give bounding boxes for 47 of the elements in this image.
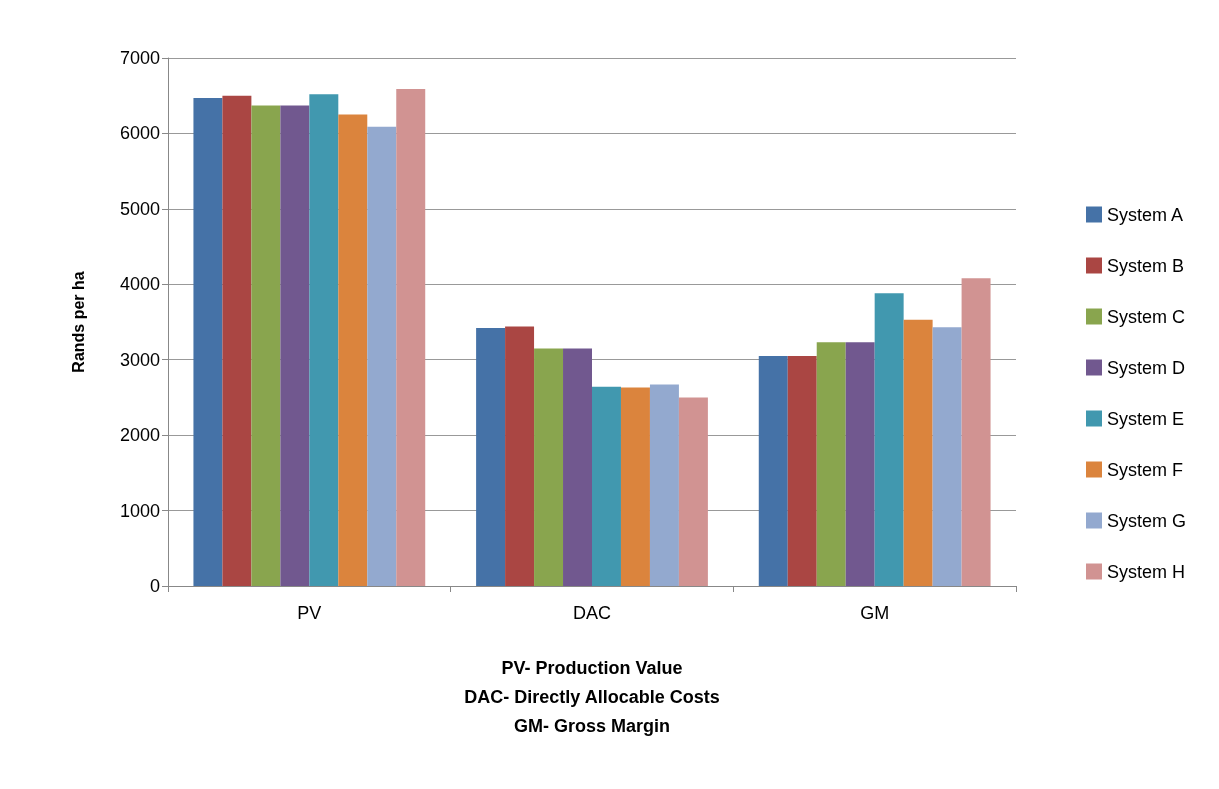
bar [193,97,223,586]
bar [787,355,817,586]
bar [649,384,679,586]
bar [961,278,991,586]
bar [932,327,962,586]
legend-label: System A [1106,204,1184,225]
bar [505,326,535,586]
bar [563,348,592,586]
bar [874,293,904,586]
legend-label: System C [1106,306,1185,327]
bar [845,342,875,586]
x-tick-label: DAC [572,603,612,623]
bar [280,105,310,586]
x-tick-label: PV [297,603,322,623]
legend-label: System E [1106,408,1185,429]
text: DAC- Directly Allocable Costs [464,687,720,707]
y-tick-label: 2000 [119,425,160,446]
y-tick-label: 7000 [119,48,160,68]
legend-label: System F [1106,459,1183,480]
text: GM- Gross Margin [513,716,671,736]
x-tick-label: GM [860,603,890,623]
y-tick-label: 5000 [119,198,160,219]
legend-label: System H [1106,561,1185,582]
bar [476,328,506,586]
y-axis-title: Rands per ha [69,271,87,373]
bar [816,342,846,586]
bar [309,94,339,586]
y-tick-label: 1000 [119,500,160,521]
text: PV- Production Value [501,658,683,678]
bar [678,397,708,586]
y-tick-label: 0 [149,576,160,596]
bar [251,105,281,586]
bar [222,95,252,586]
legend-label: System B [1106,255,1185,276]
bar [903,319,933,586]
bar [367,126,397,586]
bar [592,386,621,586]
y-tick-label: 4000 [119,274,160,295]
y-tick-label: 6000 [119,123,160,144]
bar [396,88,426,586]
legend-label: System G [1106,510,1186,531]
legend-label: System D [1106,357,1185,378]
bar [338,114,368,586]
bar [620,387,650,586]
bar [534,348,564,586]
y-tick-label: 3000 [119,349,160,370]
bar [758,355,788,586]
